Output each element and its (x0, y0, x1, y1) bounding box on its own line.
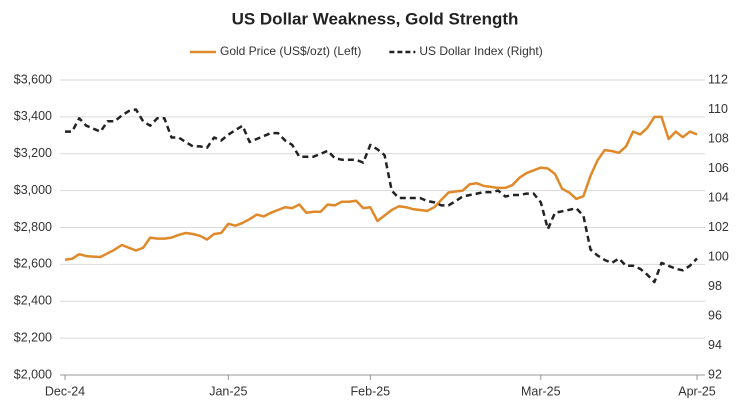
y-tick-label: $3,200 (14, 146, 52, 160)
series-line (65, 108, 698, 284)
y2-tick-label: 106 (708, 161, 729, 175)
x-tick-label: Jan-25 (209, 384, 247, 398)
y-tick-label: $2,600 (14, 257, 52, 271)
y-tick-label: $2,200 (14, 330, 52, 344)
y2-tick-label: 112 (708, 72, 728, 86)
legend-label: Gold Price (US$/ozt) (Left) (220, 44, 361, 58)
x-tick-label: Dec-24 (45, 384, 85, 398)
x-tick-label: Apr-25 (678, 384, 716, 398)
y2-tick-label: 98 (708, 279, 722, 293)
y-tick-label: $2,400 (14, 294, 52, 308)
y-tick-label: $3,600 (14, 72, 52, 86)
x-tick-label: Feb-25 (351, 384, 391, 398)
y2-tick-label: 108 (708, 131, 729, 145)
x-tick-label: Mar-25 (521, 384, 561, 398)
y2-tick-label: 104 (708, 190, 729, 204)
y-tick-label: $2,800 (14, 220, 52, 234)
chart-title: US Dollar Weakness, Gold Strength (232, 9, 519, 28)
legend-label: US Dollar Index (Right) (419, 44, 542, 58)
y-tick-label: $3,000 (14, 183, 52, 197)
y-tick-label: $2,000 (14, 367, 52, 381)
y2-tick-label: 102 (708, 220, 729, 234)
y2-tick-label: 94 (708, 338, 722, 352)
series-line (64, 115, 698, 262)
y-tick-label: $3,400 (14, 109, 52, 123)
y2-tick-label: 110 (708, 102, 728, 116)
y2-tick-label: 92 (708, 367, 722, 381)
y2-tick-label: 100 (708, 249, 729, 263)
y2-tick-label: 96 (708, 308, 722, 322)
